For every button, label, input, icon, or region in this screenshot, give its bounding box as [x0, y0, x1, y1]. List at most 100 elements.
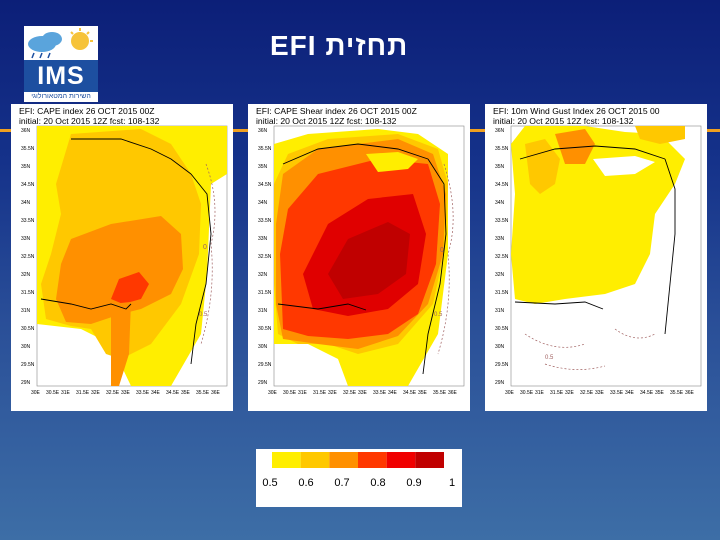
- lat-label: 36N: [495, 128, 505, 134]
- wind-gust-map: 36N 35.5N 35N 34.5N 34N 33.5N 33N 32.5N …: [495, 125, 702, 396]
- lon-label: 34E: [151, 390, 161, 396]
- logo-text: IMS: [24, 60, 98, 92]
- caption-line-1: EFI: CAPE Shear index 26 OCT 2015 00Z: [256, 106, 417, 116]
- lat-label: 32N: [495, 272, 505, 278]
- lat-label: 30N: [21, 344, 31, 350]
- lon-label: 31E: [298, 390, 308, 396]
- lon-label: 32.5E: [580, 390, 594, 396]
- lon-label: 30.5E: [520, 390, 534, 396]
- lon-label: 34.5E: [640, 390, 654, 396]
- lat-label: 33N: [21, 236, 31, 242]
- lon-label: 31E: [61, 390, 71, 396]
- lon-label: 30E: [505, 390, 515, 396]
- caption-line-2: initial: 20 Oct 2015 12Z fcst: 108-132: [493, 116, 634, 126]
- lon-label: 32E: [91, 390, 101, 396]
- panel-caption: EFI: CAPE Shear index 26 OCT 2015 00Z in…: [256, 106, 468, 126]
- lat-label: 35N: [258, 164, 268, 170]
- logo-subtitle: השירות המטאורולוגי: [31, 93, 91, 100]
- lat-label: 29.5N: [21, 362, 35, 368]
- lon-labels: 30E 30.5E 31E 31.5E 32E 32.5E 33E 33.5E …: [31, 390, 221, 396]
- caption-line-1: EFI: 10m Wind Gust Index 26 OCT 2015 00: [493, 106, 660, 116]
- lat-label: 32.5N: [21, 254, 35, 260]
- legend-swatches: [272, 452, 444, 468]
- ims-logo: IMS השירות המטאורולוגי: [24, 26, 98, 102]
- lat-label: 34N: [495, 200, 505, 206]
- lon-label: 33E: [121, 390, 131, 396]
- lon-label: 35.5E: [196, 390, 210, 396]
- legend-label: 0.6: [298, 477, 314, 489]
- lon-label: 31.5E: [313, 390, 327, 396]
- lon-label: 35E: [655, 390, 665, 396]
- legend-swatch: [300, 452, 330, 468]
- legend-label: 1: [448, 477, 456, 489]
- contour-label: 0: [203, 244, 207, 251]
- lat-label: 29.5N: [258, 362, 272, 368]
- lat-label: 34N: [258, 200, 268, 206]
- contour-label: 0.5: [199, 312, 208, 318]
- lon-label: 33.5E: [373, 390, 387, 396]
- lat-label: 33.5N: [495, 218, 509, 224]
- lat-label: 34.5N: [258, 182, 272, 188]
- lat-label: 29N: [495, 380, 505, 386]
- lat-label: 32.5N: [258, 254, 272, 260]
- caption-line-2: initial: 20 Oct 2015 12Z fcst: 108-132: [19, 116, 160, 126]
- lon-label: 32E: [565, 390, 575, 396]
- lat-label: 35.5N: [258, 146, 272, 152]
- lon-label: 34E: [625, 390, 635, 396]
- legend-label: 0.8: [370, 477, 386, 489]
- lon-label: 30E: [31, 390, 41, 396]
- lon-label: 31.5E: [550, 390, 564, 396]
- legend-label: 0.7: [334, 477, 350, 489]
- lat-labels: 36N 35.5N 35N 34.5N 34N 33.5N 33N 32.5N …: [258, 128, 272, 386]
- lon-label: 30.5E: [46, 390, 60, 396]
- page-title: EFI תחזית: [270, 30, 409, 61]
- lat-label: 31N: [258, 308, 268, 314]
- lon-label: 33.5E: [610, 390, 624, 396]
- lat-label: 29.5N: [495, 362, 509, 368]
- legend-swatch: [272, 452, 301, 468]
- lon-label: 36E: [448, 390, 458, 396]
- lon-label: 32.5E: [343, 390, 357, 396]
- lat-label: 30.5N: [21, 326, 35, 332]
- lon-label: 33.5E: [136, 390, 150, 396]
- lat-label: 30.5N: [495, 326, 509, 332]
- lon-label: 32.5E: [106, 390, 120, 396]
- lat-label: 34.5N: [21, 182, 35, 188]
- cape-map: 36N 35.5N 35N 34.5N 34N 33.5N 33N 32.5N …: [21, 125, 228, 396]
- legend-label: 0.5: [262, 477, 278, 489]
- lon-label: 36E: [211, 390, 221, 396]
- legend-label: 0.9: [406, 477, 422, 489]
- lat-label: 31.5N: [258, 290, 272, 296]
- lon-label: 31E: [535, 390, 545, 396]
- lat-label: 35N: [495, 164, 505, 170]
- lon-label: 30E: [268, 390, 278, 396]
- lat-label: 31.5N: [21, 290, 35, 296]
- lon-label: 33E: [358, 390, 368, 396]
- lat-label: 34N: [21, 200, 31, 206]
- panel-caption: EFI: CAPE index 26 OCT 2015 00Z initial:…: [19, 106, 231, 126]
- lon-label: 31.5E: [76, 390, 90, 396]
- lon-label: 35E: [181, 390, 191, 396]
- map-panel-wind-gust: 36N 35.5N 35N 34.5N 34N 33.5N 33N 32.5N …: [485, 104, 707, 411]
- lat-label: 30N: [258, 344, 268, 350]
- lon-label: 35.5E: [670, 390, 684, 396]
- lat-label: 30.5N: [258, 326, 272, 332]
- lat-labels: 36N 35.5N 35N 34.5N 34N 33.5N 33N 32.5N …: [495, 128, 509, 386]
- lon-label: 34.5E: [403, 390, 417, 396]
- lat-label: 32.5N: [495, 254, 509, 260]
- legend-swatch: [329, 452, 358, 468]
- cape-shear-map: 36N 35.5N 35N 34.5N 34N 33.5N 33N 32.5N …: [258, 125, 465, 396]
- lat-label: 35N: [21, 164, 31, 170]
- map-panel-cape-shear: 36N 35.5N 35N 34.5N 34N 33.5N 33N 32.5N …: [248, 104, 470, 411]
- lon-label: 33E: [595, 390, 605, 396]
- lat-label: 32N: [21, 272, 31, 278]
- map-panel-cape: 36N 35.5N 35N 34.5N 34N 33.5N 33N 32.5N …: [11, 104, 233, 411]
- lon-label: 30.5E: [283, 390, 297, 396]
- lon-label: 34.5E: [166, 390, 180, 396]
- lat-label: 31.5N: [495, 290, 509, 296]
- legend-swatch: [358, 452, 387, 468]
- lon-labels: 30E 30.5E 31E 31.5E 32E 32.5E 33E 33.5E …: [505, 390, 695, 396]
- lat-label: 33.5N: [21, 218, 35, 224]
- legend-swatch: [386, 452, 416, 468]
- lat-label: 33N: [495, 236, 505, 242]
